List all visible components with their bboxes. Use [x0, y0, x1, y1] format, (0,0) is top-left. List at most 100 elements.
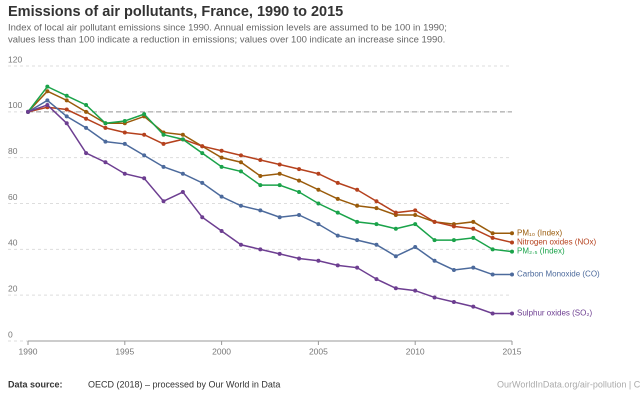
data-point	[393, 210, 398, 215]
data-point	[413, 288, 418, 293]
y-tick-label: 60	[8, 192, 18, 202]
legend-label: Carbon Monoxide (CO)	[517, 270, 600, 279]
legend-label: PM₁₀ (Index)	[517, 228, 562, 237]
data-point	[238, 242, 243, 247]
y-tick-label: 100	[8, 100, 22, 110]
y-tick-label: 80	[8, 146, 18, 156]
data-point	[142, 153, 147, 158]
data-point	[103, 125, 108, 130]
data-point	[258, 157, 263, 162]
data-point	[297, 178, 302, 183]
credit: OurWorldInData.org/air-pollution | CC BY	[497, 379, 640, 389]
data-point	[64, 114, 69, 119]
data-point	[510, 240, 514, 245]
data-point	[471, 304, 476, 309]
data-point	[161, 141, 166, 146]
data-point	[413, 212, 418, 217]
series-line	[27, 99, 512, 276]
data-point	[471, 226, 476, 231]
data-point	[413, 208, 418, 213]
data-point	[142, 132, 147, 137]
data-point	[238, 203, 243, 208]
x-tick-label: 2015	[503, 346, 522, 356]
data-point	[432, 219, 437, 224]
data-point	[490, 231, 495, 236]
data-point	[103, 139, 108, 144]
data-point	[103, 121, 108, 126]
data-point	[84, 102, 89, 107]
chart-title: Emissions of air pollutants, France, 199…	[8, 4, 343, 20]
data-point	[335, 233, 340, 238]
data-point	[335, 180, 340, 185]
data-point	[161, 164, 166, 169]
x-tick-label: 1995	[115, 346, 134, 356]
data-point	[510, 249, 514, 254]
data-point	[200, 180, 205, 185]
data-point	[413, 245, 418, 250]
data-point	[277, 162, 282, 167]
data-point	[142, 112, 147, 117]
data-point	[490, 235, 495, 240]
series-line	[27, 106, 513, 244]
data-point	[432, 238, 437, 243]
data-point	[45, 98, 50, 103]
data-point	[335, 210, 340, 215]
data-point	[200, 144, 205, 149]
data-point	[180, 190, 185, 195]
data-point	[374, 206, 379, 211]
x-tick-label: 2005	[309, 346, 328, 356]
data-point	[142, 176, 147, 181]
data-point	[316, 187, 321, 192]
data-point	[355, 238, 360, 243]
data-point	[219, 155, 224, 160]
data-point	[238, 169, 243, 174]
data-point	[84, 116, 89, 121]
data-point	[335, 263, 340, 268]
data-point	[258, 183, 263, 188]
data-point	[451, 300, 456, 305]
legend-label: PM₂.₅ (Index)	[517, 247, 565, 256]
data-point	[64, 121, 69, 126]
series-line	[27, 85, 513, 253]
data-point	[103, 160, 108, 165]
data-point	[84, 151, 89, 156]
data-point	[238, 160, 243, 165]
chart-subtitle: Index of local air pollutant emissions s…	[8, 23, 447, 34]
data-point	[355, 219, 360, 224]
data-point	[45, 102, 50, 107]
data-point	[490, 311, 495, 316]
data-point	[297, 167, 302, 172]
data-point	[219, 148, 224, 153]
x-tick-label: 2000	[212, 346, 231, 356]
data-point	[258, 174, 263, 178]
data-point	[510, 272, 514, 277]
data-point	[471, 219, 476, 224]
data-point	[200, 151, 205, 156]
data-point	[316, 258, 321, 263]
data-point	[471, 265, 476, 270]
y-tick-label: 120	[8, 54, 22, 64]
source-label: Data source:	[8, 379, 63, 389]
y-tick-label: 20	[8, 283, 18, 293]
x-tick-label: 1990	[19, 346, 38, 356]
data-point	[374, 199, 379, 204]
data-point	[316, 171, 321, 176]
data-point	[374, 277, 379, 282]
data-point	[490, 247, 495, 252]
data-point	[180, 132, 185, 137]
data-point	[374, 242, 379, 247]
data-point	[258, 247, 263, 252]
data-point	[297, 190, 302, 195]
data-point	[161, 132, 166, 137]
data-point	[510, 231, 514, 236]
data-point	[297, 256, 302, 261]
legend-label: Sulphur oxides (SO₂)	[517, 309, 592, 318]
data-point	[200, 215, 205, 220]
data-point	[316, 222, 321, 227]
data-point	[64, 98, 69, 103]
data-point	[393, 286, 398, 291]
data-point	[451, 267, 456, 272]
data-point	[219, 194, 224, 199]
